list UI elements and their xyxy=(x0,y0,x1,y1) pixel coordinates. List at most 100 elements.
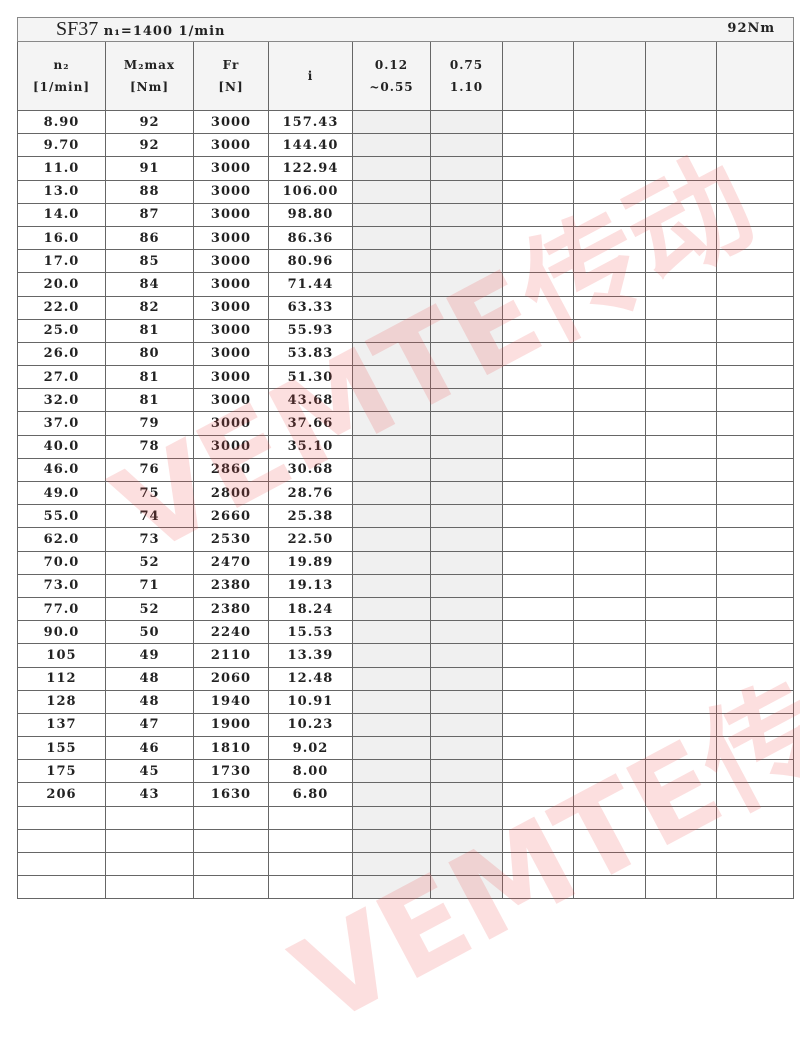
table-cell: 81 xyxy=(105,388,194,413)
table-cell xyxy=(502,759,574,784)
table-cell: 9.02 xyxy=(268,736,353,761)
table-cell xyxy=(715,365,795,390)
column-header: n₂ [1/min] xyxy=(17,41,106,111)
table-cell xyxy=(715,411,795,436)
table-cell xyxy=(502,109,574,135)
table-cell xyxy=(352,596,431,622)
table-row: 46.0 76 2860 30.68 xyxy=(17,457,795,483)
table-cell xyxy=(645,596,717,622)
table-cell xyxy=(352,504,431,529)
table-cell xyxy=(352,295,431,320)
table-cell xyxy=(715,666,795,691)
table-cell: 20.0 xyxy=(17,272,106,297)
table-cell xyxy=(573,179,646,204)
table-cell xyxy=(430,805,503,830)
table-cell xyxy=(573,851,646,877)
table-cell xyxy=(268,828,353,854)
column-header-line: 0.75 xyxy=(449,58,484,72)
table-cell: 40.0 xyxy=(17,434,106,459)
table-cell xyxy=(430,828,503,854)
table-cell xyxy=(573,388,646,413)
table-cell xyxy=(502,318,574,343)
table-cell: 49 xyxy=(105,643,194,668)
table-row: 73.0 71 2380 19.13 xyxy=(17,573,795,598)
table-cell: 3000 xyxy=(193,434,269,459)
table-cell: 80 xyxy=(105,341,194,367)
table-cell xyxy=(352,434,431,459)
table-cell: 82 xyxy=(105,295,194,320)
table-cell xyxy=(715,202,795,227)
table-cell xyxy=(645,434,717,459)
table-cell: 3000 xyxy=(193,225,269,251)
table-cell: 6.80 xyxy=(268,782,353,807)
table-cell: 3000 xyxy=(193,179,269,204)
table-cell: 78 xyxy=(105,434,194,459)
table-cell xyxy=(645,689,717,714)
table-cell xyxy=(430,225,503,251)
table-cell xyxy=(645,249,717,274)
table-cell xyxy=(573,295,646,320)
table-cell xyxy=(573,504,646,529)
table-cell: 3000 xyxy=(193,365,269,390)
table-cell xyxy=(645,156,717,181)
table-cell: 80.96 xyxy=(268,249,353,274)
column-header-line: M₂max xyxy=(123,58,176,72)
table-cell xyxy=(715,643,795,668)
table-cell xyxy=(573,272,646,297)
table-cell xyxy=(715,318,795,343)
table-cell: 79 xyxy=(105,411,194,436)
table-cell xyxy=(17,875,106,900)
column-header: i xyxy=(268,41,353,111)
table-cell xyxy=(352,782,431,807)
table-cell: 73.0 xyxy=(17,573,106,598)
table-cell: 3000 xyxy=(193,109,269,135)
table-cell: 128 xyxy=(17,689,106,714)
table-row: 16.0 86 3000 86.36 xyxy=(17,225,795,251)
table-cell xyxy=(645,272,717,297)
table-cell xyxy=(502,527,574,552)
table-cell xyxy=(645,666,717,691)
table-cell xyxy=(352,156,431,181)
column-header-line: i xyxy=(307,69,314,83)
table-cell: 90.0 xyxy=(17,620,106,645)
table-cell xyxy=(502,388,574,413)
table-cell xyxy=(645,202,717,227)
table-cell xyxy=(645,133,717,158)
table-cell xyxy=(502,365,574,390)
table-cell xyxy=(352,643,431,668)
table-cell xyxy=(645,782,717,807)
table-cell: 71.44 xyxy=(268,272,353,297)
table-cell xyxy=(352,365,431,390)
table-cell xyxy=(268,875,353,900)
table-cell xyxy=(645,225,717,251)
table-row: 90.0 50 2240 15.53 xyxy=(17,620,795,645)
table-cell xyxy=(715,851,795,877)
table-cell xyxy=(645,620,717,645)
table-cell: 73 xyxy=(105,527,194,552)
column-header xyxy=(502,41,574,111)
table-cell xyxy=(502,573,574,598)
table-cell: 45 xyxy=(105,759,194,784)
table-cell xyxy=(352,133,431,158)
table-cell xyxy=(502,504,574,529)
table-cell: 35.10 xyxy=(268,434,353,459)
table-cell xyxy=(502,480,574,506)
table-row xyxy=(17,805,795,830)
table-cell xyxy=(645,712,717,738)
table-cell: 22.50 xyxy=(268,527,353,552)
table-cell xyxy=(573,759,646,784)
table-cell xyxy=(573,643,646,668)
table-cell: 75 xyxy=(105,480,194,506)
table-cell xyxy=(502,202,574,227)
table-cell xyxy=(352,550,431,575)
column-header: Fr [N] xyxy=(193,41,269,111)
table-cell xyxy=(573,805,646,830)
table-cell: 30.68 xyxy=(268,457,353,483)
table-cell: 8.90 xyxy=(17,109,106,135)
table-cell xyxy=(352,759,431,784)
table-cell: 3000 xyxy=(193,341,269,367)
table-cell: 19.89 xyxy=(268,550,353,575)
table-cell: 3000 xyxy=(193,388,269,413)
table-cell: 3000 xyxy=(193,133,269,158)
table-cell: 87 xyxy=(105,202,194,227)
